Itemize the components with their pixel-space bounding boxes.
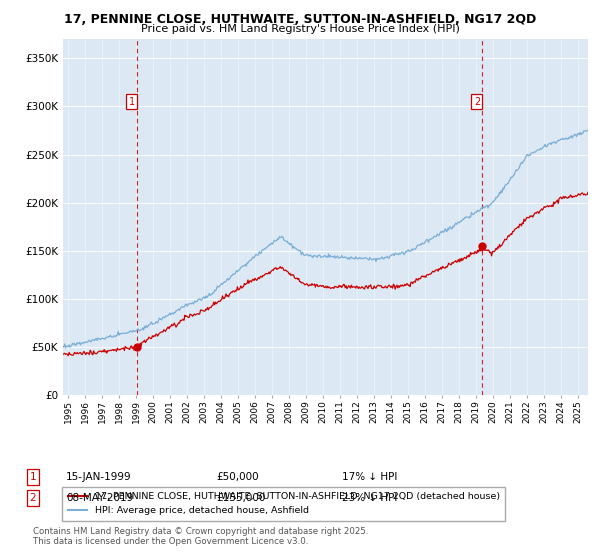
- Text: 15-JAN-1999: 15-JAN-1999: [66, 472, 131, 482]
- Text: 08-MAY-2019: 08-MAY-2019: [66, 493, 133, 503]
- Text: 17% ↓ HPI: 17% ↓ HPI: [342, 472, 397, 482]
- Text: 1: 1: [128, 97, 135, 106]
- Text: 2: 2: [474, 97, 480, 106]
- Text: 23% ↓ HPI: 23% ↓ HPI: [342, 493, 397, 503]
- Text: £50,000: £50,000: [216, 472, 259, 482]
- Text: Price paid vs. HM Land Registry's House Price Index (HPI): Price paid vs. HM Land Registry's House …: [140, 24, 460, 34]
- Text: £155,000: £155,000: [216, 493, 265, 503]
- Legend: 17, PENNINE CLOSE, HUTHWAITE, SUTTON-IN-ASHFIELD, NG17 2QD (detached house), HPI: 17, PENNINE CLOSE, HUTHWAITE, SUTTON-IN-…: [62, 487, 505, 521]
- Text: 1: 1: [29, 472, 37, 482]
- Text: Contains HM Land Registry data © Crown copyright and database right 2025.
This d: Contains HM Land Registry data © Crown c…: [33, 526, 368, 546]
- Text: 17, PENNINE CLOSE, HUTHWAITE, SUTTON-IN-ASHFIELD, NG17 2QD: 17, PENNINE CLOSE, HUTHWAITE, SUTTON-IN-…: [64, 13, 536, 26]
- Text: 2: 2: [29, 493, 37, 503]
